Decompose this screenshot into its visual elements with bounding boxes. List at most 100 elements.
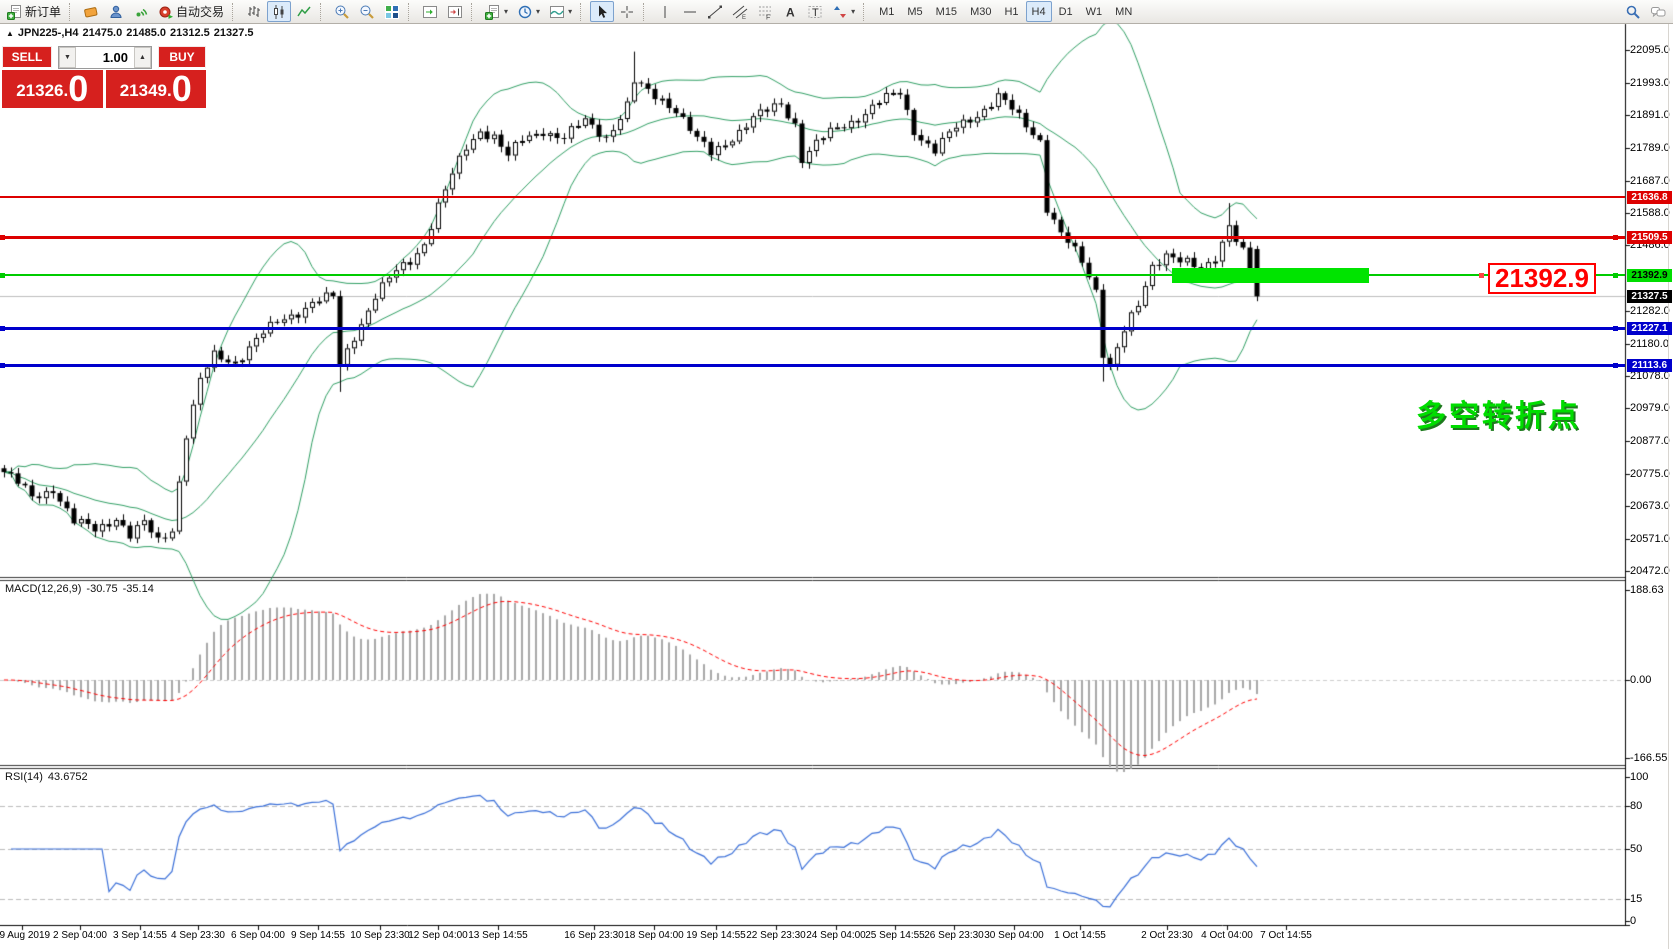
timeframe-m1-label: M1 — [879, 5, 895, 18]
new-chart-dropdown[interactable]: ▾ — [481, 1, 512, 22]
signals-button[interactable] — [129, 1, 153, 22]
timeframe-h4[interactable]: H4 — [1025, 1, 1052, 22]
toolbar-separator — [320, 2, 326, 21]
volume-input[interactable]: 1.00 — [102, 50, 128, 65]
volume-increase-button[interactable]: ▲ — [134, 47, 151, 68]
label-button[interactable]: T — [803, 1, 827, 22]
resistance-line-21509[interactable] — [0, 236, 1625, 240]
chat-icon — [1650, 4, 1666, 20]
ohlc-low: 21312.5 — [170, 27, 210, 39]
volume-decrease-button[interactable]: ▼ — [59, 47, 76, 68]
one-click-trading-panel: SELL ▼ 1.00 ▲ BUY 21326. 0 21349. 0 — [2, 46, 206, 108]
toolbar-separator — [580, 2, 586, 21]
resistance-line-21509-handle-right[interactable] — [1613, 235, 1618, 241]
crosshair-icon — [619, 4, 635, 20]
tile-windows-button[interactable] — [380, 1, 404, 22]
buy-button[interactable]: BUY — [158, 46, 206, 69]
new-order-button-label: 新订单 — [25, 5, 62, 19]
auto-scroll-button[interactable] — [418, 1, 442, 22]
support-line-21227-handle-left[interactable] — [0, 326, 5, 332]
bars-icon — [246, 4, 262, 20]
hline-icon — [682, 4, 698, 20]
search-button[interactable] — [1621, 1, 1645, 22]
dropdown-arrow-icon: ▾ — [504, 7, 509, 16]
fibonacci-button[interactable]: F — [753, 1, 777, 22]
autotrade-button-label: 自动交易 — [176, 5, 225, 19]
timeframe-w1-label: W1 — [1085, 5, 1103, 18]
horizontal-line-button[interactable] — [678, 1, 702, 22]
arrows-dropdown[interactable]: ▾ — [828, 1, 859, 22]
trendline-button[interactable] — [703, 1, 727, 22]
price-callout-box[interactable]: 21392.9 — [1488, 263, 1596, 294]
main-toolbar: 新订单 自动交易 ▾ ▾ ▾ E F A T ▾ M1 M5 M15 M30 H1 H4 D1 W1 MN — [0, 0, 1673, 24]
timeframe-m15-label: M15 — [935, 5, 958, 18]
ohlc-high: 21485.0 — [126, 27, 166, 39]
axis-right-edge — [1668, 24, 1669, 949]
macd-label: MACD(12,26,9) — [5, 583, 82, 595]
bar-chart-button[interactable] — [242, 1, 266, 22]
line-chart-button[interactable] — [292, 1, 316, 22]
autotrade-button[interactable]: 自动交易 — [154, 1, 228, 22]
support-line-21227[interactable] — [0, 327, 1625, 331]
timeframe-m15[interactable]: M15 — [930, 1, 963, 22]
market-watch-button[interactable] — [104, 1, 128, 22]
resistance-line-21509-handle-left[interactable] — [0, 235, 5, 241]
shift-icon — [447, 4, 463, 20]
timeframe-m1[interactable]: M1 — [873, 1, 900, 22]
sell-price-dot: . — [63, 81, 69, 100]
pivot-line-21392-handle-right[interactable] — [1613, 272, 1618, 278]
tiles-icon — [384, 4, 400, 20]
channel-icon: E — [732, 4, 748, 20]
timeframe-h1[interactable]: H1 — [998, 1, 1024, 22]
sell-price-display[interactable]: 21326. 0 — [2, 70, 103, 108]
timeframe-mn[interactable]: MN — [1109, 1, 1138, 22]
timeframe-w1[interactable]: W1 — [1080, 1, 1109, 22]
buy-price-display[interactable]: 21349. 0 — [105, 70, 206, 108]
svg-text:E: E — [742, 15, 746, 20]
price-tag-21392.9: 21392.9 — [1627, 268, 1672, 282]
periods-dropdown[interactable]: ▾ — [513, 1, 544, 22]
timeframe-m5-label: M5 — [907, 5, 923, 18]
support-line-21113-handle-left[interactable] — [0, 362, 5, 368]
pivot-line-21392[interactable] — [0, 274, 1625, 277]
vertical-line-button[interactable] — [653, 1, 677, 22]
zoom-in-button[interactable] — [330, 1, 354, 22]
zoom-out-button[interactable] — [355, 1, 379, 22]
svg-text:A: A — [786, 5, 795, 19]
vline-icon — [657, 4, 673, 20]
timeframe-mn-label: MN — [1115, 5, 1133, 18]
pivot-line-21392-handle-left[interactable] — [0, 272, 5, 278]
timeframe-h1-label: H1 — [1004, 5, 1019, 18]
support-line-21113-handle-right[interactable] — [1613, 362, 1618, 368]
crosshair-button[interactable] — [615, 1, 639, 22]
toolbar-separator — [863, 2, 869, 21]
support-line-21113[interactable] — [0, 363, 1625, 367]
sell-price-main: 21326 — [16, 81, 64, 100]
dropdown-arrow-icon: ▾ — [851, 7, 856, 16]
pivot-annotation-text[interactable]: 多空转折点 — [1416, 400, 1581, 433]
timeframe-m30[interactable]: M30 — [964, 1, 997, 22]
highlight-bar[interactable] — [1172, 267, 1369, 283]
chart-shift-button[interactable] — [443, 1, 467, 22]
timeframe-m5[interactable]: M5 — [901, 1, 928, 22]
cursor-icon — [594, 4, 610, 20]
sell-button[interactable]: SELL — [2, 46, 52, 69]
chat-button[interactable] — [1646, 1, 1670, 22]
svg-text:T: T — [812, 7, 819, 19]
toolbar-separator — [643, 2, 649, 21]
resistance-line-21636[interactable] — [0, 196, 1625, 199]
chart-profiles-button[interactable] — [79, 1, 103, 22]
new-order-button[interactable]: 新订单 — [3, 1, 65, 22]
candle-chart-button[interactable] — [267, 1, 292, 22]
cursor-button[interactable] — [590, 1, 615, 22]
channel-button[interactable]: E — [728, 1, 752, 22]
callout-anchor-square[interactable] — [1479, 272, 1484, 278]
templates-dropdown[interactable]: ▾ — [545, 1, 576, 22]
textT-icon: T — [807, 4, 823, 20]
template-icon — [549, 4, 565, 20]
timeframe-d1[interactable]: D1 — [1053, 1, 1079, 22]
support-line-21227-handle-right[interactable] — [1613, 326, 1618, 332]
text-button[interactable]: A — [778, 1, 802, 22]
